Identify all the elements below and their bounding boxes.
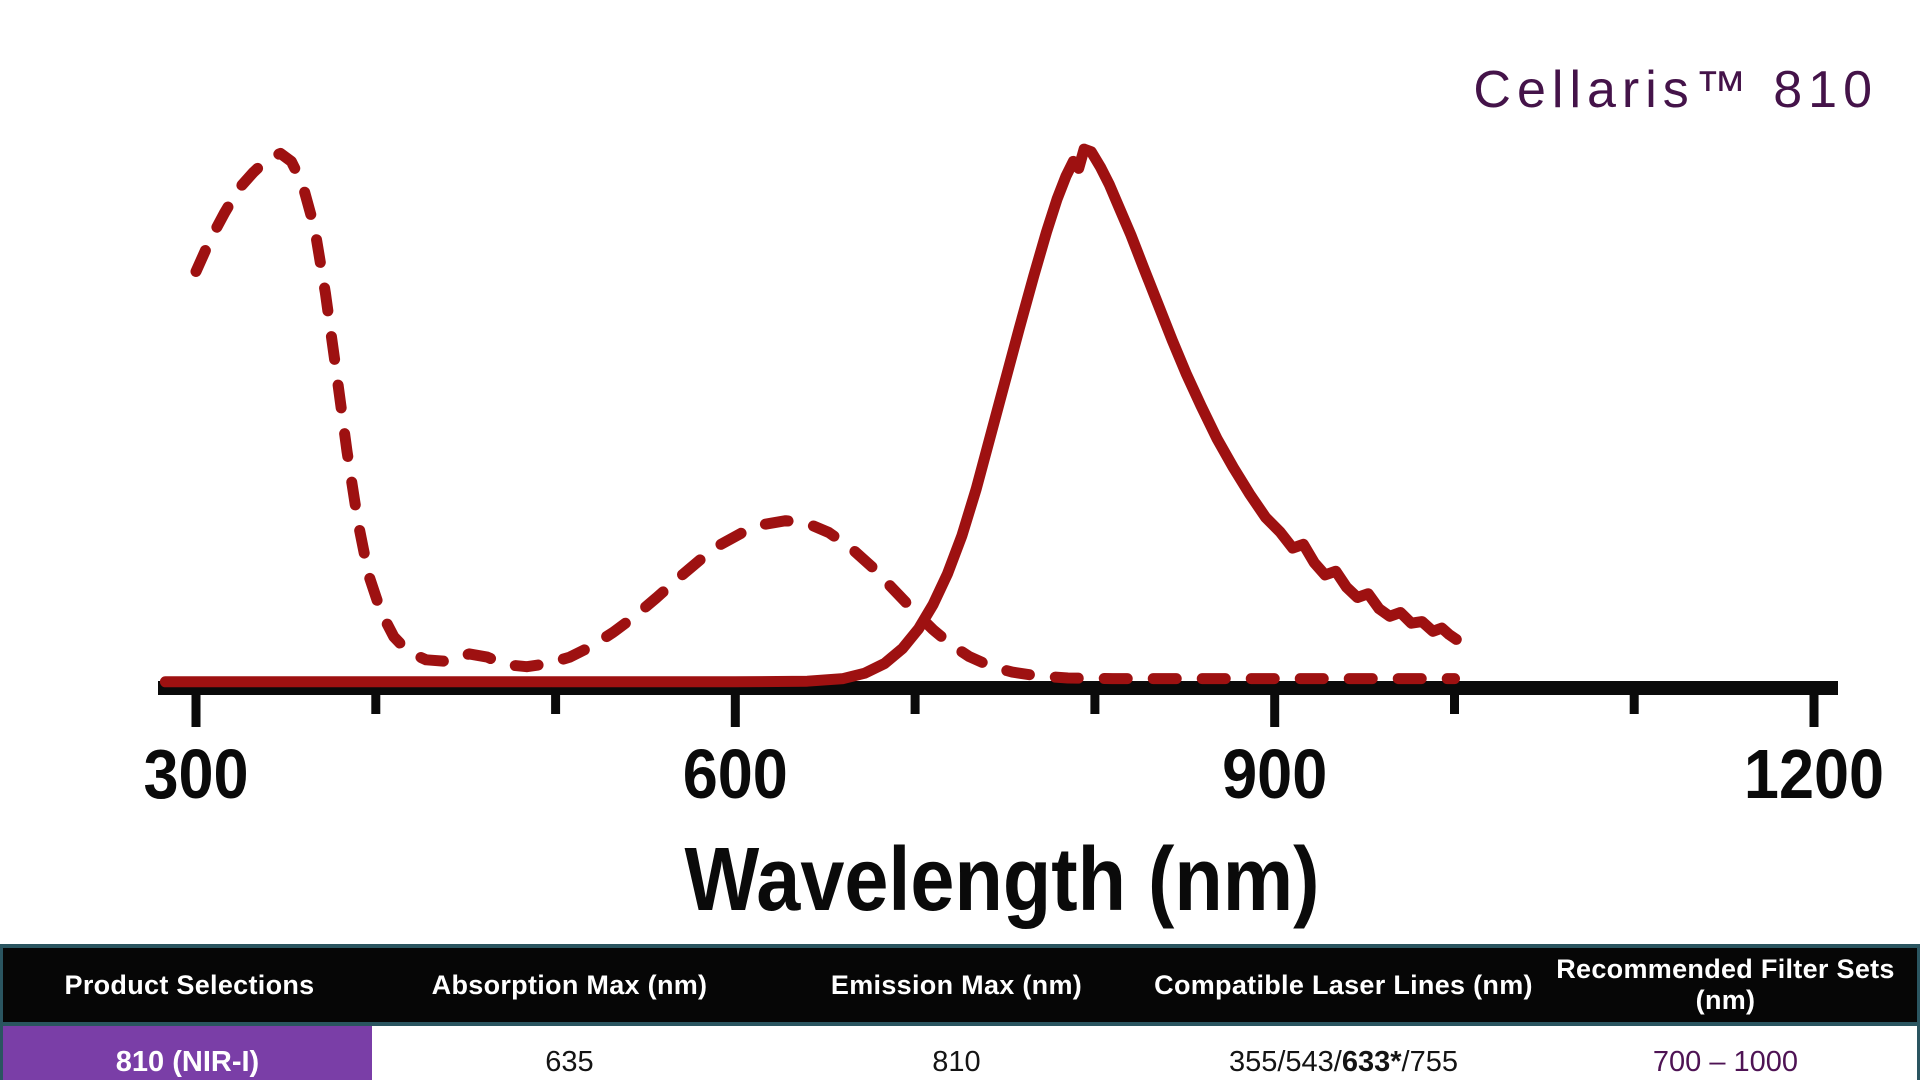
x-minor-tick-800 (1090, 681, 1100, 714)
x-tick-label-600: 600 (683, 736, 788, 814)
laser-lines-bold: 633* (1341, 1045, 1402, 1078)
spec-table-header: Product Selections Absorption Max (nm) E… (3, 948, 1917, 1026)
laser-lines-suffix: /755 (1401, 1045, 1458, 1078)
x-major-tick-300 (191, 681, 201, 727)
spec-table-row: 810 (NIR-I) 635 810 355/543/633*/755 700… (3, 1026, 1917, 1080)
spectra-curves (159, 143, 1462, 688)
cell-laser-lines: 355/543/633*/755 (1150, 1026, 1537, 1080)
laser-lines-prefix: 355/543/ (1228, 1045, 1342, 1078)
header-absorption-max: Absorption Max (nm) (431, 969, 708, 1000)
x-minor-tick-400 (371, 681, 381, 714)
x-major-tick-1200 (1809, 681, 1819, 727)
product-selection-label: 810 (NIR-I) (115, 1045, 260, 1078)
header-filter-sets: Recommended Filter Sets (nm) (1556, 954, 1895, 1015)
x-axis-ticks (191, 681, 1819, 727)
x-tick-label-1200: 1200 (1744, 736, 1884, 814)
x-tick-label-300: 300 (143, 736, 248, 814)
x-minor-tick-1000 (1450, 681, 1459, 714)
cell-filter-sets: 700 – 1000 (1652, 1045, 1799, 1078)
x-major-tick-600 (730, 681, 740, 727)
emission-curve-solid (159, 143, 1462, 688)
x-minor-tick-500 (551, 681, 561, 714)
x-tick-label-900: 900 (1222, 736, 1327, 814)
cell-emission-max: 810 (932, 1045, 981, 1078)
cell-absorption-max: 635 (545, 1045, 594, 1078)
cell-product-selection: 810 (NIR-I) (3, 1026, 376, 1080)
x-axis: 300 600 900 1200 Wavelength (nm) (143, 681, 1884, 929)
header-product-selections: Product Selections (64, 969, 315, 1000)
x-axis-tick-labels: 300 600 900 1200 (143, 736, 1884, 814)
x-axis-title: Wavelength (nm) (684, 828, 1319, 929)
spec-table: Product Selections Absorption Max (nm) E… (0, 944, 1920, 1080)
x-minor-tick-1100 (1629, 681, 1639, 714)
header-laser-lines: Compatible Laser Lines (nm) (1154, 969, 1533, 1000)
header-emission-max: Emission Max (nm) (830, 969, 1083, 1000)
absorption-curve-dashed (190, 147, 1460, 685)
x-minor-tick-700 (910, 681, 920, 714)
page-title: Cellaris™ 810 (1473, 61, 1878, 119)
x-major-tick-900 (1270, 681, 1280, 727)
